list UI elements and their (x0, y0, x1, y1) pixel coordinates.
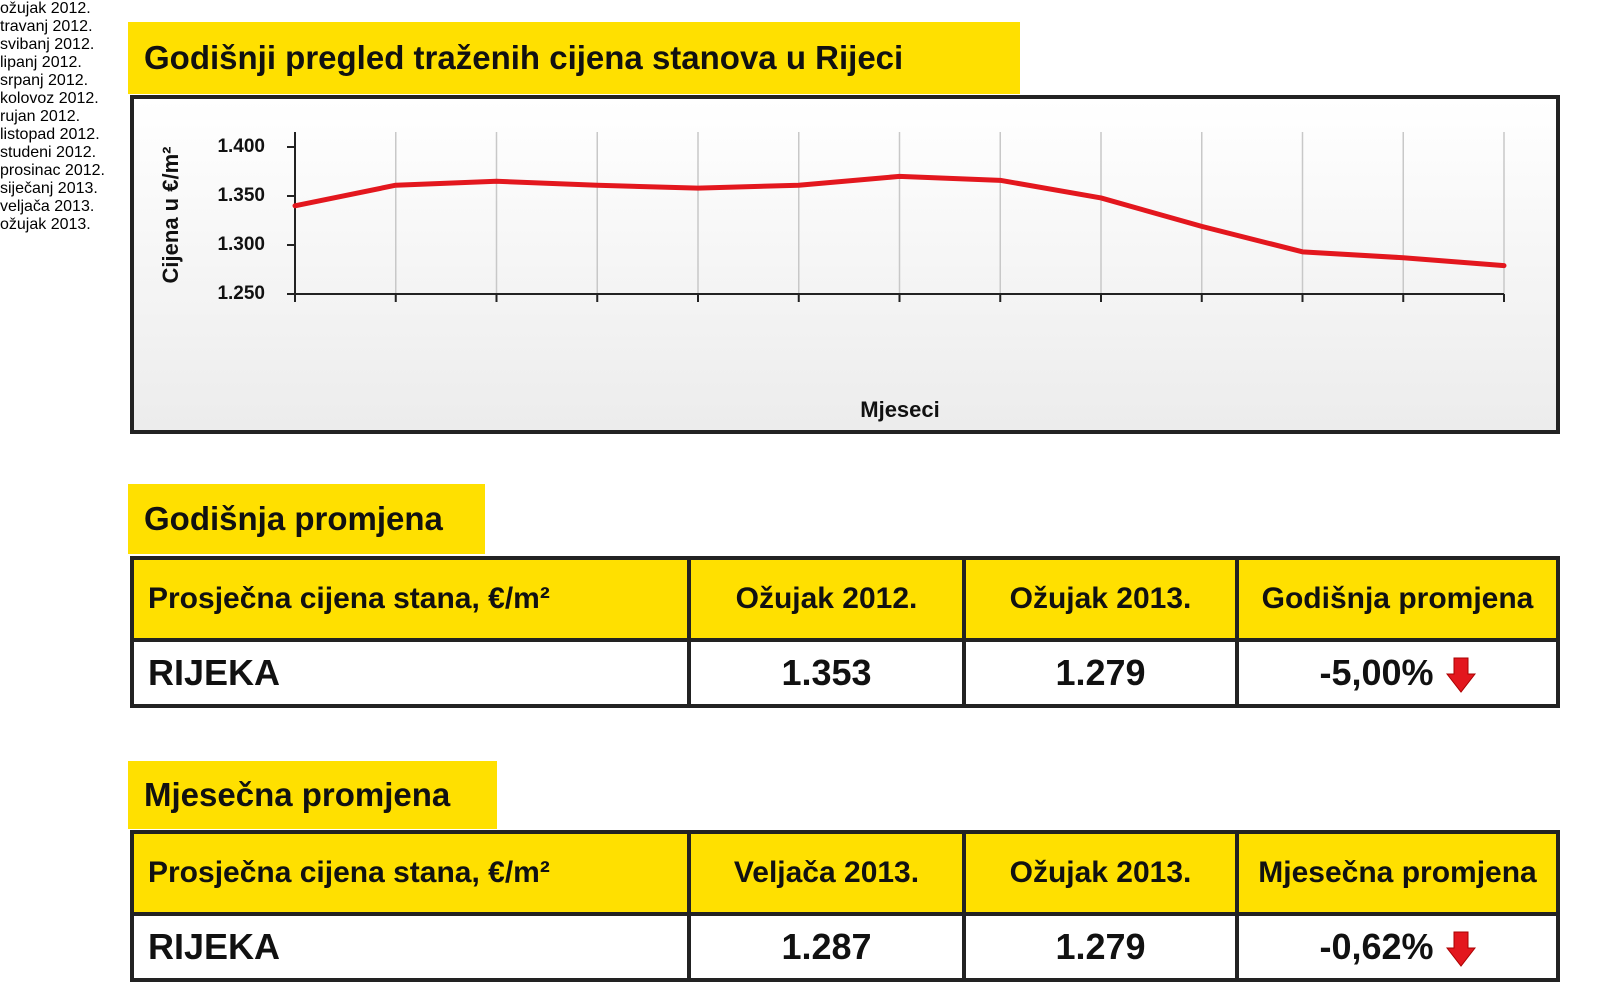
cell: 1.353 (687, 638, 966, 708)
cell: -0,62% (1319, 925, 1434, 967)
table-title: Mjesečna promjena (128, 761, 497, 829)
cell: 1.279 (962, 912, 1239, 982)
x-tick-label: svibanj 2012. (0, 36, 95, 53)
x-tick-label: siječanj 2013. (0, 180, 98, 197)
line (292, 173, 1507, 269)
x-tick-label: prosinac 2012. (0, 162, 105, 179)
x-tick-label: travanj 2012. (0, 18, 93, 35)
header-cell: Prosječna cijena stana, €/m² (130, 830, 691, 916)
table: Prosječna cijena stana, €/m² Veljača 201… (130, 830, 1560, 982)
table-title: Godišnja promjena (128, 484, 485, 554)
table: Prosječna cijena stana, €/m² Ožujak 2012… (130, 556, 1560, 708)
cell: RIJEKA (130, 638, 691, 708)
x-axis-label: Mjeseci (860, 397, 940, 422)
down-arrow (1445, 657, 1476, 694)
x-tick-label: veljača 2013. (0, 198, 95, 215)
x-tick-label: rujan 2012. (0, 108, 81, 125)
y-tick-label: 1.400 (217, 136, 265, 157)
table-row: RIJEKA 1.353 1.279 -5,00% (130, 638, 1560, 708)
x-tick-label: listopad 2012. (0, 126, 100, 143)
cell: 1.287 (687, 912, 966, 982)
header-cell: Veljača 2013. (687, 830, 966, 916)
x-tick-label: ožujak 2013. (0, 216, 91, 233)
y-tick-label: 1.350 (217, 185, 265, 206)
y-axis-label: Cijena u €/m² (158, 147, 183, 284)
x-tick-label: studeni 2012. (0, 144, 97, 161)
table-header: Prosječna cijena stana, €/m² Ožujak 2012… (130, 556, 1560, 642)
y-tick-label: 1.250 (217, 283, 265, 304)
cell-change: -0,62% (1235, 912, 1560, 982)
cell: RIJEKA (130, 912, 691, 982)
x-tick-label: kolovoz 2012. (0, 90, 99, 107)
chart: Cijena u €/m² Mjeseci 1.250 1.300 1.350 1.4… (158, 132, 1507, 422)
chart-box (130, 95, 1560, 434)
cell-change: -5,00% (1235, 638, 1560, 708)
table-row: RIJEKA 1.287 1.279 -0,62% (130, 912, 1560, 982)
cell: -5,00% (1319, 651, 1434, 693)
down-arrow (1445, 931, 1476, 968)
cell: 1.279 (962, 638, 1239, 708)
table-header: Prosječna cijena stana, €/m² Veljača 201… (130, 830, 1560, 916)
header-cell: Ožujak 2013. (962, 556, 1239, 642)
chart-title: Godišnji pregled traženih cijena stanova… (128, 22, 1020, 94)
y-tick-label: 1.300 (217, 234, 265, 255)
x-tick-label: srpanj 2012. (0, 72, 89, 89)
header-cell: Ožujak 2013. (962, 830, 1239, 916)
header-cell: Mjesečna promjena (1235, 830, 1560, 916)
header-cell: Prosječna cijena stana, €/m² (130, 556, 691, 642)
x-tick-label: lipanj 2012. (0, 54, 82, 71)
x-tick-label: ožujak 2012. (0, 0, 91, 17)
header-cell: Ožujak 2012. (687, 556, 966, 642)
header-cell: Godišnja promjena (1235, 556, 1560, 642)
